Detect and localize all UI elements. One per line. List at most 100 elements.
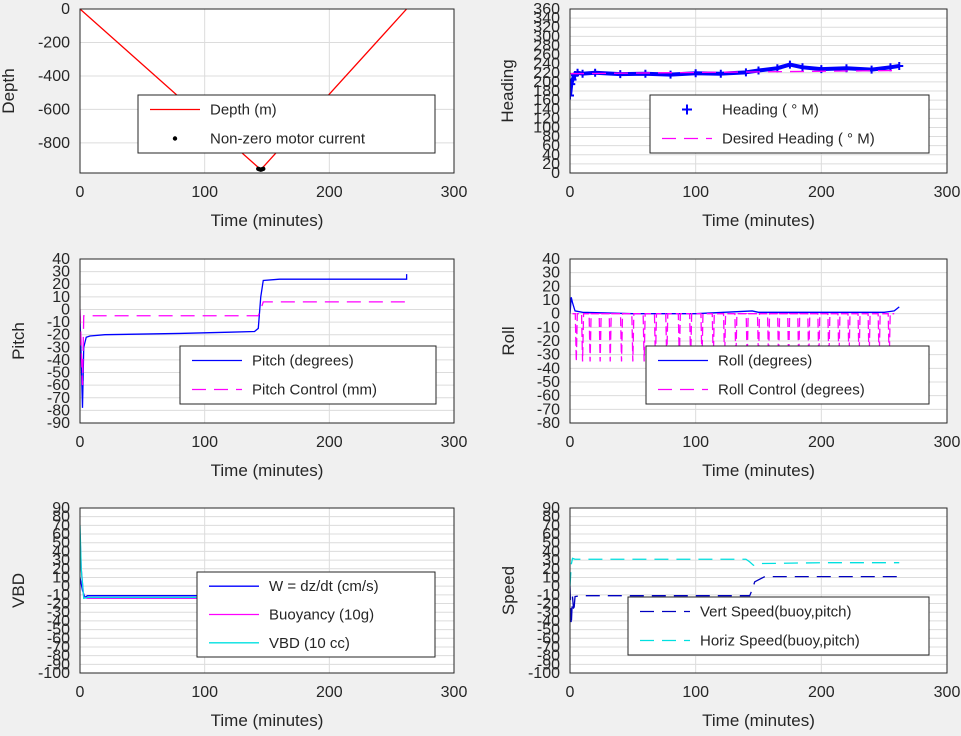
x-tick-label: 300 [934,184,961,201]
x-tick-label: 200 [316,184,343,201]
y-tick-label: 240 [533,56,560,73]
series-heading-0-marker [798,63,807,72]
y-tick-label: 320 [533,19,560,36]
series-heading-0-marker [716,69,725,78]
y-tick-label: 120 [533,110,560,127]
y-tick-label: 60 [52,526,70,543]
y-tick-label: 90 [52,500,70,517]
y-tick-label: 200 [533,74,560,91]
y-tick-label: 220 [533,65,560,82]
x-tick-label: 300 [934,684,961,701]
series-heading-1-line [570,69,900,75]
y-tick-label: 0 [61,1,70,18]
y-tick-label: 20 [52,561,70,578]
y-tick-label: 0 [551,306,560,323]
legend: Heading ( ° M) Desired Heading ( ° M) [649,94,930,154]
y-tick-label: 80 [52,509,70,526]
y-tick-label: 10 [542,569,560,586]
legend: Vert Speed(buoy,pitch) Horiz Speed(buoy,p… [627,596,930,656]
y-tick-label: 360 [533,1,560,18]
legend-label: Vert Speed(buoy,pitch) [700,604,851,621]
x-axis-label: Time (minutes) [211,461,324,480]
y-tick-label: 10 [542,292,560,309]
y-tick-label: -10 [47,587,70,604]
chart-heading: 0 100 200 300020406080100120140160180200220… [498,1,960,230]
y-tick-label: -60 [47,630,70,647]
series-heading-0-marker [785,60,794,69]
y-tick-label: -40 [537,360,560,377]
legend-label: Depth (m) [210,102,277,119]
y-tick-label: 50 [52,535,70,552]
x-axis-label: Time (minutes) [211,211,324,230]
y-tick-label: 160 [533,92,560,109]
legend-swatch [172,136,178,141]
y-axis-label: Speed [499,566,518,615]
y-tick-label: -20 [47,327,70,344]
x-axis-label: Time (minutes) [211,711,324,730]
y-tick-label: 140 [533,101,560,118]
series-pitch-0-line [80,274,408,408]
plot-area [570,557,900,626]
legend-box [137,94,436,154]
legend: Roll (degrees) Roll Control (degrees) [645,345,930,405]
y-tick-label: 30 [52,264,70,281]
y-tick-label: 30 [542,265,560,282]
y-tick-label: -80 [47,402,70,419]
y-tick-label: 60 [542,526,560,543]
y-tick-label: 20 [542,156,560,173]
y-tick-label: 0 [61,578,70,595]
y-tick-label: -40 [537,613,560,630]
legend: Pitch (degrees) Pitch Control (mm) [179,345,437,405]
series-heading-0-marker [616,70,625,79]
y-tick-label: 280 [533,37,560,54]
y-tick-label: 40 [542,543,560,560]
y-tick-label: 40 [52,251,70,268]
y-tick-label: 20 [542,278,560,295]
y-tick-label: 20 [52,276,70,293]
y-tick-label: -50 [47,622,70,639]
series-heading-0-marker [570,91,574,100]
y-tick-label: 10 [52,569,70,586]
legend-label: Desired Heading ( ° M) [722,131,875,148]
legend-label: Non-zero motor current [210,131,366,148]
legend: Depth (m) Non-zero motor current [137,94,436,154]
y-tick-label: 300 [533,28,560,45]
legend: W = dz/dt (cm/s) Buoyancy (10g) VBD (10 cc… [196,571,436,658]
x-tick-label: 200 [316,684,343,701]
series-heading-0-marker [867,65,876,74]
y-tick-label: -800 [38,135,70,152]
series-speed-1-line [570,557,900,587]
y-tick-label: -80 [537,648,560,665]
x-tick-label: 0 [76,434,85,451]
legend-box [649,94,930,154]
y-axis-label: Roll [499,326,518,355]
legend-label: Roll (degrees) [718,353,812,370]
y-tick-label: 60 [542,138,560,155]
y-tick-label: -20 [537,596,560,613]
y-axis-label: Pitch [9,322,28,360]
y-tick-label: -20 [47,596,70,613]
x-tick-label: 200 [808,434,835,451]
x-tick-label: 300 [441,434,468,451]
legend-label: Heading ( ° M) [722,102,819,119]
x-tick-label: 0 [76,684,85,701]
legend-box [179,345,437,405]
y-tick-label: -60 [47,377,70,394]
y-tick-label: 20 [542,561,560,578]
x-tick-label: 200 [808,684,835,701]
y-tick-label: 80 [542,129,560,146]
y-tick-label: 70 [542,517,560,534]
y-tick-label: 340 [533,10,560,27]
legend-swatch [682,104,692,115]
y-axis-label: VBD [9,573,28,608]
y-tick-label: 0 [551,165,560,182]
y-tick-label: -400 [38,68,70,85]
series-heading-0-marker [666,70,675,79]
series-heading-0-marker [641,69,650,78]
chart-vbd: 0 100 200 3009080706050403020100-10-20-30-4… [9,500,467,730]
x-tick-label: 100 [191,684,218,701]
series-roll-0-line [570,297,900,315]
y-tick-label: 10 [52,289,70,306]
plot-area [80,9,408,172]
y-tick-label: -70 [537,639,560,656]
